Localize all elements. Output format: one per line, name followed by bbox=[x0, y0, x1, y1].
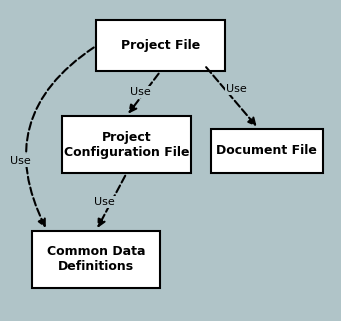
Text: Use: Use bbox=[94, 197, 115, 207]
Text: Use: Use bbox=[10, 155, 30, 166]
Text: Common Data
Definitions: Common Data Definitions bbox=[47, 245, 145, 273]
Text: Project
Configuration File: Project Configuration File bbox=[64, 131, 189, 159]
Text: Use: Use bbox=[226, 84, 247, 94]
FancyBboxPatch shape bbox=[32, 230, 160, 288]
Text: Use: Use bbox=[130, 87, 150, 97]
Text: Document File: Document File bbox=[217, 144, 317, 158]
FancyBboxPatch shape bbox=[96, 21, 225, 71]
FancyBboxPatch shape bbox=[211, 129, 323, 173]
FancyBboxPatch shape bbox=[62, 116, 191, 173]
Text: Project File: Project File bbox=[121, 39, 200, 52]
